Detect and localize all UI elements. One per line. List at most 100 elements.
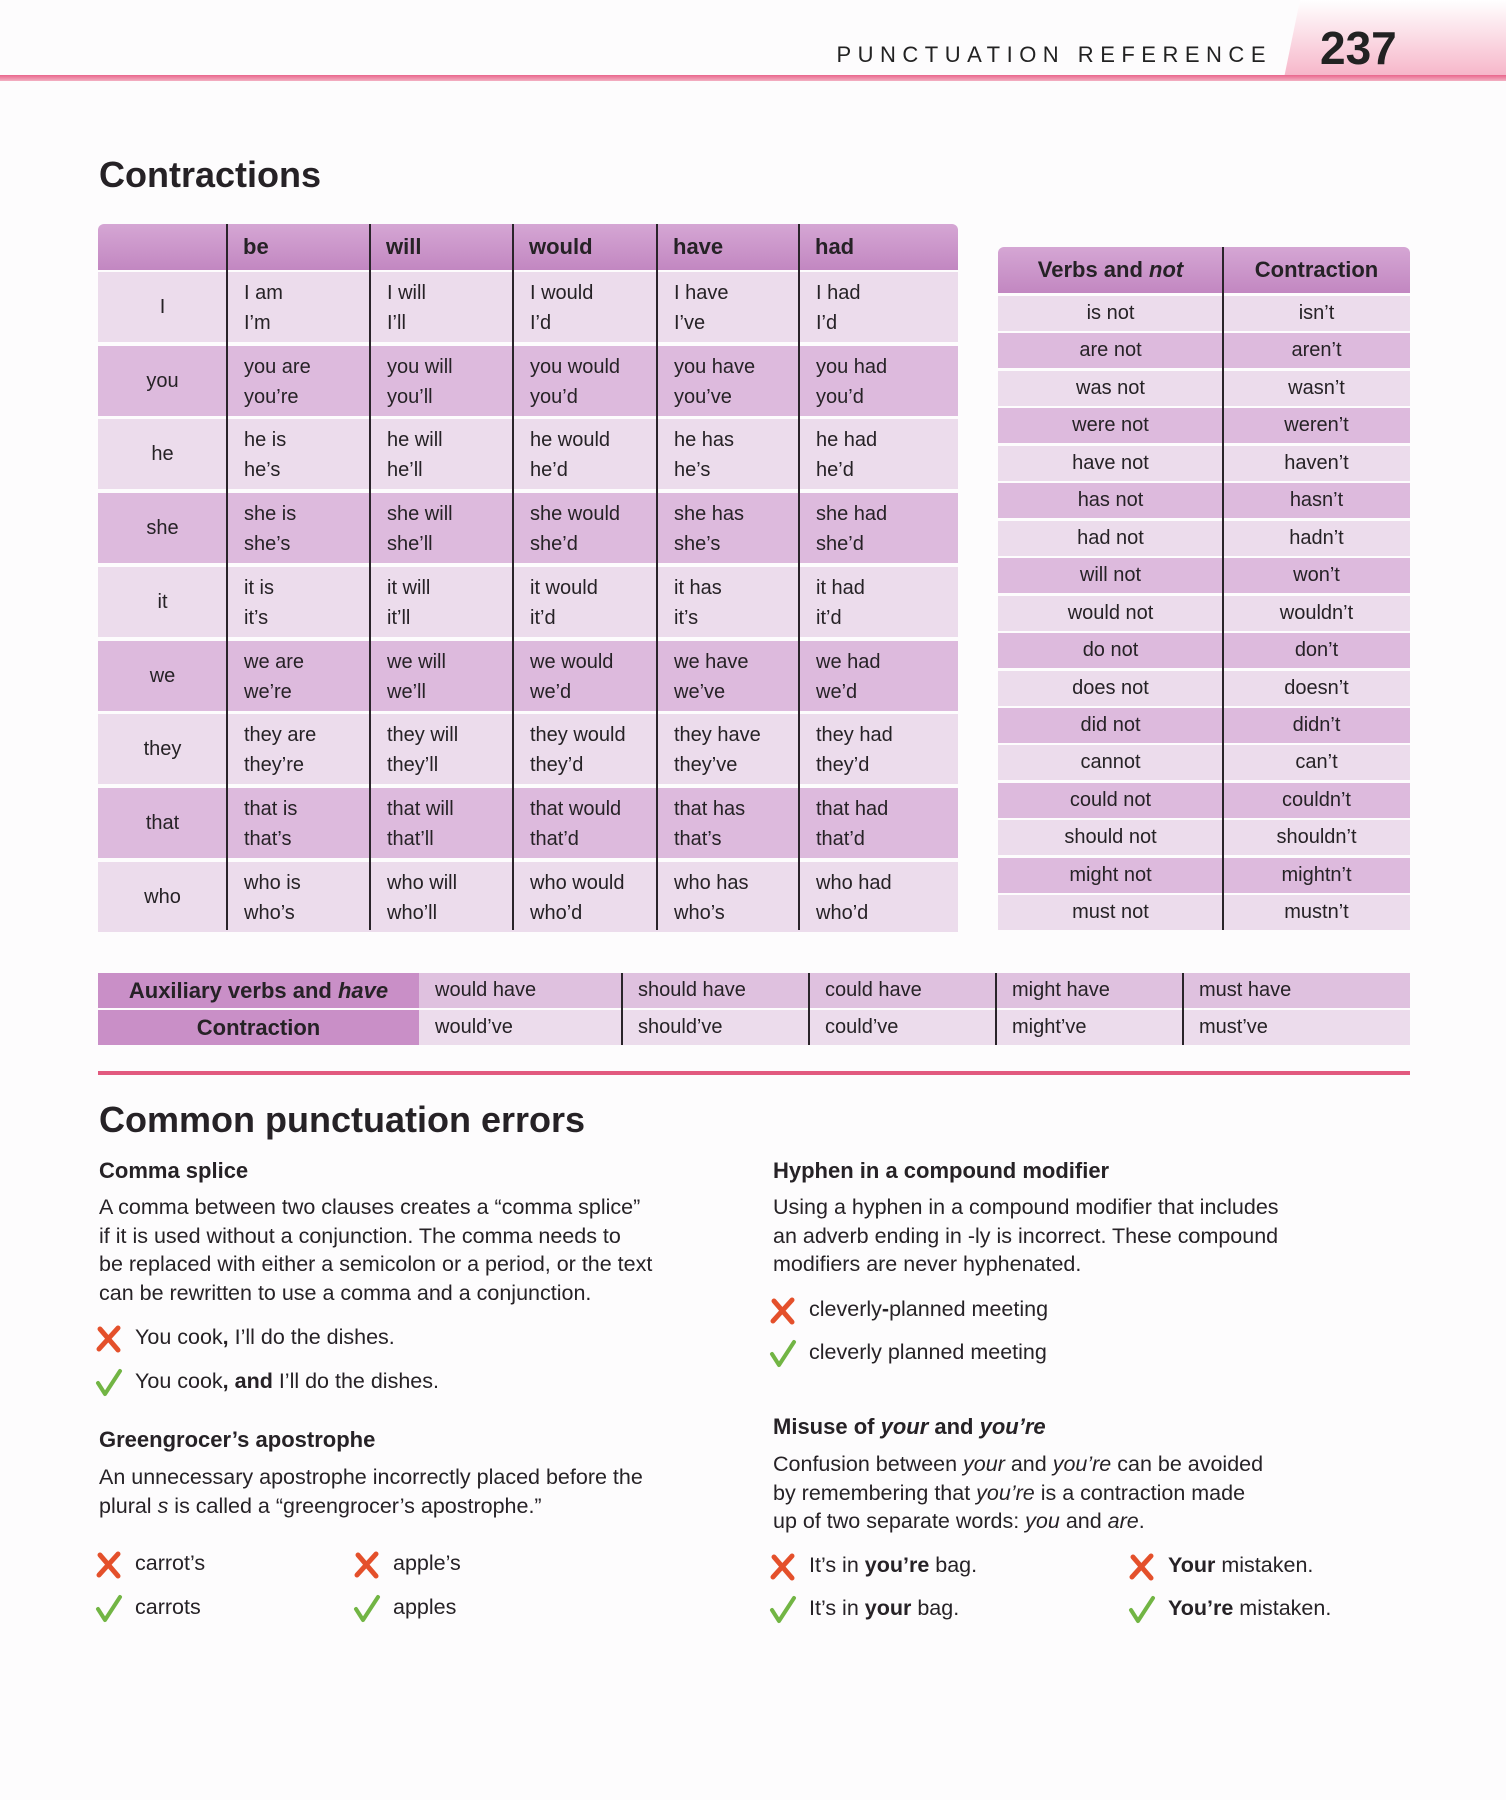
table-cell: didn’t	[1292, 713, 1341, 736]
check-stroke	[770, 1340, 796, 1367]
table-cell: we had	[816, 650, 881, 673]
table-cell: that’s	[674, 827, 722, 850]
table-cell: would not	[1067, 601, 1154, 624]
column-header: will	[386, 234, 422, 259]
column-rule	[226, 224, 228, 930]
table-cell: they’ll	[387, 754, 439, 777]
text-run: mistaken.	[1233, 1596, 1332, 1620]
check-icon	[354, 1595, 380, 1622]
table-row	[998, 370, 1410, 406]
text-run: plural	[99, 1493, 158, 1518]
table-cell: mustn’t	[1284, 901, 1349, 924]
table-cell: were not	[1072, 414, 1149, 437]
table-row	[98, 714, 958, 785]
text-run: are	[1107, 1509, 1139, 1534]
table-cell: they’d	[816, 754, 870, 777]
table-cell: she’d	[530, 533, 578, 556]
example-text: apples	[393, 1595, 457, 1619]
table-cell: she’s	[674, 533, 721, 556]
table-cell: does not	[1072, 676, 1149, 699]
table-cell: that’ll	[387, 827, 434, 850]
table-cell: you’re	[244, 385, 299, 408]
text-run: you	[1025, 1509, 1060, 1534]
column-rule	[621, 973, 623, 1045]
row-subject: that	[145, 811, 180, 834]
check-icon	[1129, 1596, 1155, 1623]
example-text: apple’s	[393, 1551, 461, 1575]
table-cell: he’s	[244, 459, 281, 482]
row-subject: she	[146, 517, 179, 540]
row-subject: we	[149, 664, 176, 687]
column-header: be	[243, 234, 269, 259]
table-cell: it’s	[244, 606, 269, 629]
cross-icon	[770, 1297, 795, 1325]
cross-stroke	[96, 1551, 121, 1579]
text-run: you’re	[1052, 1452, 1112, 1476]
table-row	[419, 1010, 1410, 1045]
text-run: you’re	[979, 1414, 1046, 1439]
text-run: I’ll do the dishes.	[272, 1369, 439, 1393]
table-cell: that’s	[244, 827, 292, 850]
table-cell: you’d	[816, 385, 864, 408]
table-row	[998, 895, 1410, 931]
table-cell: it’ll	[387, 606, 411, 629]
table-row	[98, 861, 958, 932]
table-cell: don’t	[1294, 639, 1339, 662]
table-cell: that had	[816, 797, 889, 820]
row-subject: who	[144, 885, 181, 908]
column-header: Contraction	[1254, 257, 1379, 282]
body-line: can be rewritten to use a comma and a co…	[99, 1281, 592, 1306]
body-line: plural s is called a “greengrocer’s apos…	[99, 1491, 542, 1521]
table-cell: wasn’t	[1288, 376, 1345, 399]
table-cell: might not	[1069, 863, 1152, 886]
table-cell: they had	[816, 724, 893, 747]
table-cell: have not	[1072, 451, 1149, 474]
table-cell: can’t	[1295, 751, 1338, 774]
table-row	[98, 493, 958, 564]
table-cell: that’d	[530, 827, 579, 850]
check-stroke	[96, 1369, 122, 1396]
table-cell: we’ve	[674, 680, 726, 703]
row-subject: it	[157, 590, 168, 613]
table-cell: it’d	[530, 606, 556, 629]
table-cell: that will	[387, 797, 454, 820]
table-cell: it has	[674, 576, 722, 599]
text-run: and	[928, 1414, 980, 1439]
section-rule	[98, 1071, 1410, 1075]
row-subject: they	[143, 738, 182, 761]
table-row	[98, 787, 958, 858]
text-run: by remembering that	[773, 1480, 977, 1505]
table-cell: he’s	[674, 459, 711, 482]
check-stroke	[96, 1595, 122, 1622]
table-row	[98, 419, 958, 490]
check-stroke	[770, 1596, 796, 1623]
table-cell: I have	[674, 282, 729, 304]
table-cell: could have	[825, 979, 922, 1001]
table-cell: they’ve	[674, 754, 738, 777]
body-line: A comma between two clauses creates a “c…	[99, 1195, 641, 1219]
table-cell: must’ve	[1199, 1016, 1268, 1038]
cross-stroke	[770, 1297, 795, 1325]
check-icon	[96, 1369, 122, 1396]
table-cell: it will	[387, 576, 431, 599]
text-run: You’re	[1168, 1596, 1234, 1620]
table-cell: doesn’t	[1284, 676, 1349, 699]
table-cell: do not	[1082, 639, 1139, 662]
subsection-heading: Comma splice	[99, 1158, 249, 1183]
text-run: not	[1149, 257, 1184, 282]
example-text: cleverly-planned meeting	[809, 1294, 1048, 1324]
table-cell: they will	[387, 724, 459, 747]
body-line: an adverb ending in -ly is incorrect. Th…	[773, 1223, 1279, 1248]
table-cell: who has	[674, 871, 749, 894]
table-cell: who is	[244, 871, 301, 894]
table-cell: has not	[1077, 489, 1144, 512]
column-rule	[798, 224, 800, 930]
text-run: bag.	[911, 1596, 960, 1620]
table-cell: that’d	[816, 827, 865, 850]
text-run: Your	[1168, 1553, 1216, 1577]
table-row-label	[98, 1010, 419, 1045]
table-cell: I’d	[816, 312, 838, 334]
body-line: up of two separate words: you and are.	[773, 1506, 1145, 1536]
body-line: modifiers are never hyphenated.	[773, 1252, 1082, 1277]
